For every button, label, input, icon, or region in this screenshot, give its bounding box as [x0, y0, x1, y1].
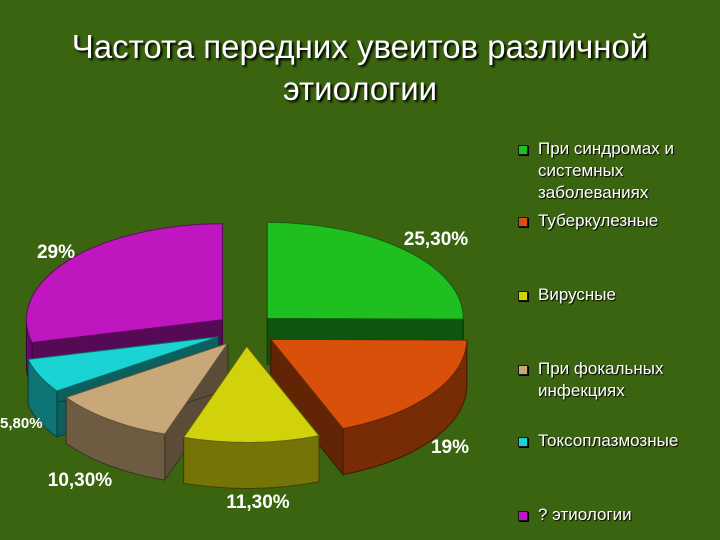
data-label: 11,30%	[226, 492, 289, 513]
chart-title-line-1: Частота передних увеитов различной	[71, 28, 649, 65]
legend-swatch	[518, 511, 528, 521]
slice-top	[65, 342, 230, 435]
legend-item-viral: Вирусные	[518, 284, 718, 306]
legend-item-toxoplasmosis: Токсоплазмозные	[518, 430, 718, 452]
legend-swatch	[518, 365, 528, 375]
slice-top	[27, 336, 219, 392]
chart-title: Частота передних увеитов различной этиол…	[0, 26, 720, 110]
data-label: 10,30%	[48, 470, 113, 491]
legend-label: ? этиологии	[538, 505, 632, 524]
slice-top	[182, 345, 320, 443]
slice-top	[266, 221, 464, 320]
legend-swatch	[518, 145, 528, 155]
slice-top	[25, 223, 223, 344]
legend-item-tuberculous: Туберкулезные	[518, 210, 718, 232]
pie-slice	[269, 337, 468, 476]
pie-slice	[65, 341, 230, 482]
legend-item-unknown: ? этиологии	[518, 504, 718, 526]
legend-label: При синдромах и системных заболеваниях	[538, 139, 674, 202]
legend-label: При фокальных инфекциях	[538, 359, 664, 400]
data-label: 29%	[37, 242, 75, 263]
legend-swatch	[518, 437, 528, 447]
data-label: 25,30%	[404, 229, 469, 250]
slice-wall	[183, 435, 320, 489]
legend-label: Туберкулезные	[538, 211, 659, 230]
legend-swatch	[518, 217, 528, 227]
legend-label: Вирусные	[538, 285, 616, 304]
pie-slice	[182, 344, 320, 489]
slice-top	[269, 338, 468, 430]
legend-swatch	[518, 291, 528, 301]
data-label: 5,80%	[0, 415, 43, 432]
legend-item-systemic: При синдромах и системных заболеваниях	[518, 138, 718, 204]
legend-item-focal: При фокальных инфекциях	[518, 358, 718, 402]
chart-title-line-2: этиологии	[282, 70, 438, 107]
data-label: 19%	[431, 437, 469, 458]
legend-label: Токсоплазмозные	[538, 431, 679, 450]
